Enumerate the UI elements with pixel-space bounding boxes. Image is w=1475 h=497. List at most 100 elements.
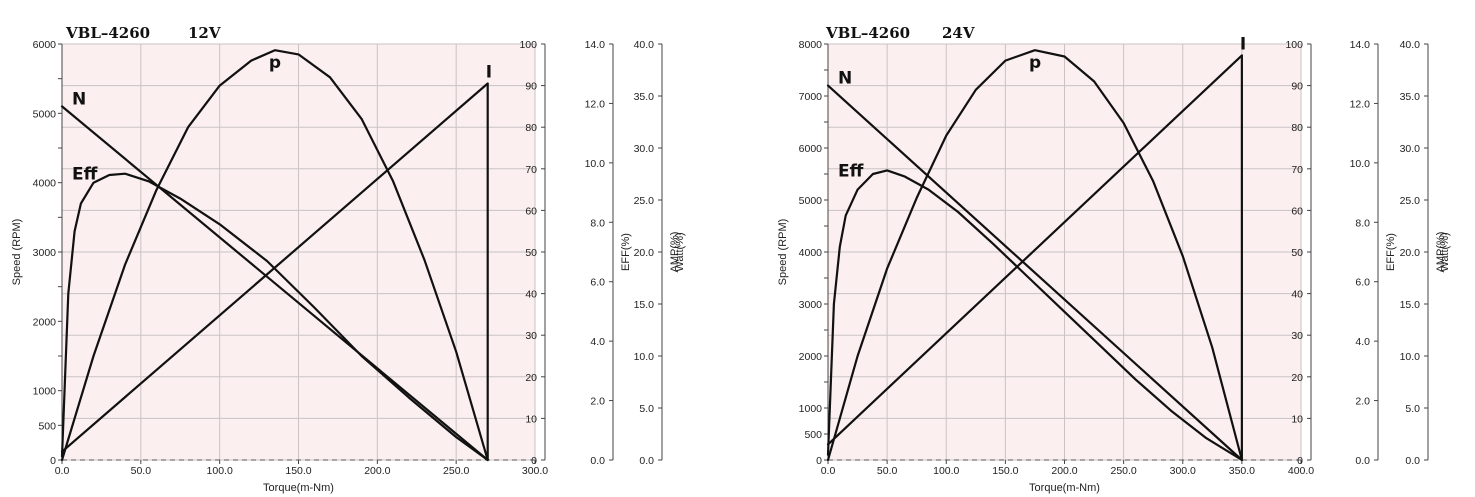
series-label-p: p [1029, 53, 1041, 73]
y-tick-label: 40 [1291, 289, 1303, 301]
series-label-i: I [1240, 34, 1246, 54]
series-line-n [826, 84, 1243, 462]
y-tick-label: 0.0 [639, 455, 654, 467]
y-tick-label: 80 [525, 122, 537, 134]
y-tick-label-speed: 3000 [799, 299, 823, 311]
y-tick-label-speed: 0 [816, 455, 822, 467]
y-tick-label: 40.0 [634, 39, 655, 51]
y-tick-label-speed: 3000 [33, 247, 57, 259]
series-line-n [60, 105, 489, 462]
y-tick-label: 12.0 [585, 98, 606, 110]
y-tick-label: 12.0 [1350, 98, 1371, 110]
y-tick-label: 100 [1285, 39, 1303, 51]
y-tick-label: 100 [519, 39, 537, 51]
y-tick-label: 8.0 [1355, 217, 1370, 229]
y-axis-5: Watt(%) [674, 232, 686, 271]
y-tick-label: 90 [525, 81, 537, 93]
x-axis-label: Torque(m-Nm) [1029, 482, 1100, 494]
x-axis-label: Torque(m-Nm) [263, 482, 334, 494]
y-tick-label-speed: 1000 [33, 386, 57, 398]
y-tick-label: 50 [525, 247, 537, 259]
y-tick-label: 25.0 [634, 195, 655, 207]
y-tick-label: 70 [525, 164, 537, 176]
y-tick-label: 30 [525, 330, 537, 342]
y-tick-label: 0.0 [1355, 455, 1370, 467]
y-tick-label: 10 [525, 413, 537, 425]
chart-subtitle: 24V [942, 24, 975, 42]
y-tick-label: 10.0 [634, 351, 655, 363]
y-tick-label: 0 [531, 455, 537, 467]
y-tick-label-speed: 500 [804, 429, 822, 441]
y-axis-speed-label: Speed (RPM) [777, 219, 789, 286]
y-tick-label: 30.0 [1400, 143, 1421, 155]
x-tick-label: 200.0 [364, 465, 390, 477]
y-tick-label: 20.0 [1400, 247, 1421, 259]
y-tick-label: 40.0 [1400, 39, 1421, 51]
y-tick-label: 4.0 [590, 336, 605, 348]
series-line-eff [60, 172, 489, 462]
series-label-eff: Eff [838, 161, 864, 181]
y-tick-label: 15.0 [634, 299, 655, 311]
y-tick-label: 5.0 [1405, 403, 1420, 415]
y-tick-label: 10 [1291, 413, 1303, 425]
y-tick-label: 35.0 [634, 91, 655, 103]
y-tick-label-speed: 2000 [799, 351, 823, 363]
y-axis-label: Watt(%) [1439, 232, 1451, 271]
chart-subtitle: 12V [188, 24, 221, 42]
y-tick-label-speed: 500 [38, 420, 56, 432]
y-tick-label: 14.0 [1350, 39, 1371, 51]
y-tick-label: 5.0 [639, 403, 654, 415]
x-tick-label: 150.0 [992, 465, 1018, 477]
y-tick-label-speed: 2000 [33, 316, 57, 328]
series-label-n: N [838, 69, 852, 89]
y-tick-label-speed: 7000 [799, 91, 823, 103]
y-tick-label: 30.0 [634, 143, 655, 155]
x-tick-label: 300.0 [522, 465, 548, 477]
y-axis-speed-label: Speed (RPM) [11, 219, 23, 286]
y-axis-4: 0.0 5.0 10.0 15.0 20.0 25.0 30.0 35.0 40.0 AMP(%) [1400, 39, 1447, 467]
x-tick-label: 50.0 [131, 465, 152, 477]
series-label-i: I [486, 63, 492, 83]
y-axis-label: EFF(%) [1385, 233, 1397, 271]
series-line-p [60, 49, 489, 462]
y-tick-label: 10.0 [1350, 158, 1371, 170]
y-tick-label: 2.0 [590, 396, 605, 408]
y-tick-label: 0.0 [1405, 455, 1420, 467]
y-tick-label: 60 [525, 205, 537, 217]
x-tick-label: 400.0 [1288, 465, 1314, 477]
y-tick-label: 35.0 [1400, 91, 1421, 103]
y-tick-label: 60 [1291, 205, 1303, 217]
x-tick-label: 0.0 [821, 465, 836, 477]
y-tick-label-speed: 6000 [799, 143, 823, 155]
y-tick-label: 20.0 [634, 247, 655, 259]
x-tick-label: 50.0 [877, 465, 898, 477]
y-tick-label: 10.0 [1400, 351, 1421, 363]
y-axis-5: Watt(%) [1439, 232, 1451, 271]
y-tick-label: 30 [1291, 330, 1303, 342]
y-tick-label: 40 [525, 289, 537, 301]
series-label-p: p [269, 53, 281, 73]
y-tick-label-speed: 1000 [799, 403, 823, 415]
y-tick-label: 6.0 [1355, 277, 1370, 289]
series-label-eff: Eff [72, 165, 98, 185]
y-axis-2: 0 10 20 30 40 50 60 70 80 90 100 [519, 39, 546, 467]
y-tick-label: 0.0 [590, 455, 605, 467]
x-tick-label: 250.0 [1110, 465, 1136, 477]
y-tick-label-speed: 4000 [33, 178, 57, 190]
chart-title: VBL–4260 [65, 24, 150, 42]
x-tick-label: 150.0 [285, 465, 311, 477]
chart-title: VBL–4260 [825, 24, 910, 42]
y-tick-label-speed: 8000 [799, 39, 823, 51]
y-tick-label-speed: 5000 [799, 195, 823, 207]
y-axis-3: 0.0 2.0 4.0 6.0 8.0 10.0 12.0 14.0 EFF(%) [1350, 39, 1397, 467]
series-line-i [826, 54, 1243, 446]
chart-panel-2: 0.0 50.0 100.0 150.0 200.0 250.0 300.0 350.0 400… [777, 24, 1451, 494]
x-tick-label: 350.0 [1229, 465, 1255, 477]
y-tick-label: 0 [1297, 455, 1303, 467]
y-tick-label-speed: 4000 [799, 247, 823, 259]
y-tick-label: 8.0 [590, 217, 605, 229]
x-tick-label: 300.0 [1170, 465, 1196, 477]
y-axis-label: AMP(%) [1435, 232, 1447, 273]
y-tick-label: 20 [1291, 372, 1303, 384]
y-tick-label: 10.0 [585, 158, 606, 170]
